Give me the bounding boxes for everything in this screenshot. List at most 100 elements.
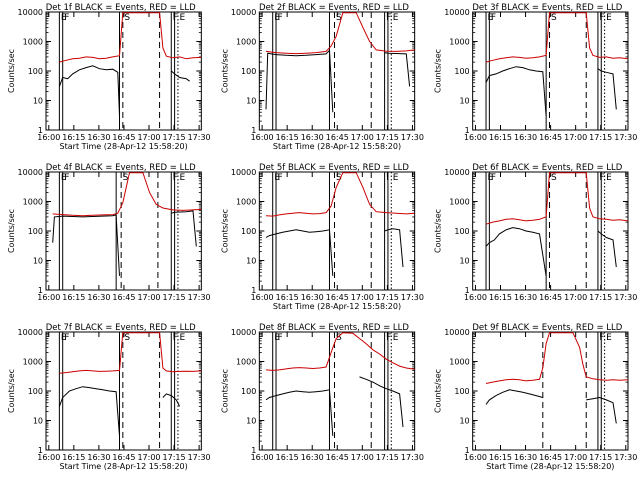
detector-panel: Det 8f BLACK = Events, RED = LLD 1 10 100 10… xyxy=(220,323,424,462)
event-marker-label: E xyxy=(606,173,612,183)
series-line-events xyxy=(52,214,120,276)
event-marker-label: F xyxy=(64,173,69,183)
series-line-events xyxy=(597,68,617,110)
event-marker-label: S xyxy=(336,333,342,343)
x-tick-label: 17:30 xyxy=(614,133,637,142)
detector-panel: Det 4f BLACK = Events, RED = LLD 1 10 100 10… xyxy=(7,163,211,302)
x-tick-label: 17:30 xyxy=(401,133,424,142)
detector-panel: Det 6f BLACK = Events, RED = LLD 1 10 100 10… xyxy=(434,163,638,302)
event-marker-label: F xyxy=(278,173,283,183)
y-tick-label: 10000 xyxy=(444,168,469,177)
y-tick-label: 1 xyxy=(465,286,470,295)
event-marker-label: S xyxy=(336,13,342,23)
y-tick-label: 10 xyxy=(33,257,43,266)
event-marker-label: S xyxy=(551,13,557,23)
x-axis-label: Start Time (28-Apr-12 15:58:20) xyxy=(60,462,188,471)
x-tick-label: 16:30 xyxy=(514,453,537,462)
event-marker-label: F xyxy=(599,173,604,183)
y-tick-label: 10000 xyxy=(444,328,469,337)
y-tick-label: 1000 xyxy=(23,358,43,367)
x-tick-label: 16:00 xyxy=(37,293,60,302)
event-marker-label: F xyxy=(278,13,283,23)
event-marker-label: S xyxy=(551,173,557,183)
y-tick-label: 10 xyxy=(33,417,43,426)
x-tick-label: 17:30 xyxy=(614,453,637,462)
y-tick-label: 1000 xyxy=(449,358,469,367)
y-tick-label: 10000 xyxy=(444,8,469,17)
panel-title: Det 2f BLACK = Events, RED = LLD xyxy=(259,3,409,13)
y-tick-label: 10000 xyxy=(18,8,43,17)
x-tick-label: 17:00 xyxy=(137,453,160,462)
series-line-events xyxy=(58,386,120,436)
y-tick-label: 100 xyxy=(241,227,256,236)
y-tick-label: 100 xyxy=(454,387,469,396)
y-tick-label: 1000 xyxy=(23,38,43,47)
x-axis-label: Start Time (28-Apr-12 15:58:20) xyxy=(273,142,401,151)
y-tick-label: 1 xyxy=(251,286,256,295)
x-tick-label: 17:15 xyxy=(376,133,399,142)
x-tick-label: 16:30 xyxy=(87,133,110,142)
panel-title: Det 5f BLACK = Events, RED = LLD xyxy=(259,163,409,173)
x-tick-label: 17:00 xyxy=(351,293,374,302)
detector-panel: Det 1f BLACK = Events, RED = LLD 1 10 100 10… xyxy=(7,3,211,151)
series-line-lld xyxy=(59,12,202,63)
event-marker-label: E xyxy=(61,333,67,343)
panel-title: Det 9f BLACK = Events, RED = LLD xyxy=(472,323,622,333)
event-marker-label: I xyxy=(386,173,389,183)
event-marker-label: S xyxy=(336,173,342,183)
y-tick-label: 1 xyxy=(38,446,43,455)
x-tick-label: 16:45 xyxy=(326,453,349,462)
series-line-events xyxy=(384,228,404,268)
x-tick-label: 16:30 xyxy=(301,453,324,462)
detector-panel: Det 2f BLACK = Events, RED = LLD 1 10 100 10… xyxy=(220,3,424,151)
y-tick-label: 1 xyxy=(251,126,256,135)
event-marker-label: F xyxy=(64,333,69,343)
y-tick-label: 10 xyxy=(459,257,469,266)
event-marker-label: F xyxy=(64,13,69,23)
x-tick-label: 17:15 xyxy=(589,293,612,302)
event-marker-label: E xyxy=(274,173,280,183)
panel-title: Det 4f BLACK = Events, RED = LLD xyxy=(46,163,196,173)
event-marker-label: F xyxy=(491,13,496,23)
panel-title: Det 7f BLACK = Events, RED = LLD xyxy=(46,323,196,333)
panel-title: Det 3f BLACK = Events, RED = LLD xyxy=(472,3,622,13)
x-tick-label: 17:00 xyxy=(351,453,374,462)
event-marker-label: S xyxy=(124,13,130,23)
x-tick-label: 17:30 xyxy=(401,293,424,302)
series-line-events xyxy=(170,70,190,82)
series-line-lld xyxy=(485,332,629,384)
event-marker-label: E xyxy=(179,13,185,23)
event-marker-label: E xyxy=(393,173,399,183)
event-marker-label: E xyxy=(61,13,67,23)
series-line-lld xyxy=(265,172,415,217)
y-tick-label: 1 xyxy=(465,126,470,135)
x-tick-label: 17:30 xyxy=(614,293,637,302)
x-tick-label: 16:00 xyxy=(464,133,487,142)
y-tick-label: 100 xyxy=(28,67,43,76)
series-line-lld xyxy=(485,12,629,63)
event-marker-label: F xyxy=(173,13,178,23)
x-tick-label: 17:00 xyxy=(351,133,374,142)
y-tick-label: 100 xyxy=(241,67,256,76)
y-tick-label: 1000 xyxy=(449,198,469,207)
x-axis-label: Start Time (28-Apr-12 15:58:20) xyxy=(486,462,614,471)
event-marker-label: F xyxy=(599,333,604,343)
series-line-events xyxy=(597,230,617,268)
event-marker-label: E xyxy=(488,13,494,23)
y-tick-label: 1 xyxy=(251,446,256,455)
series-line-events xyxy=(485,66,547,116)
x-tick-label: 16:45 xyxy=(326,293,349,302)
event-marker-label: E xyxy=(606,13,612,23)
panel-title: Det 1f BLACK = Events, RED = LLD xyxy=(46,3,196,13)
y-axis-label: Counts/sec xyxy=(220,369,229,413)
x-tick-label: 16:30 xyxy=(87,453,110,462)
x-tick-label: 16:45 xyxy=(326,133,349,142)
series-line-events xyxy=(384,52,411,87)
x-tick-label: 17:30 xyxy=(401,453,424,462)
y-tick-label: 10000 xyxy=(18,328,43,337)
x-tick-label: 16:15 xyxy=(276,293,299,302)
series-line-events xyxy=(359,376,404,428)
y-tick-label: 1 xyxy=(465,446,470,455)
event-marker-label: S xyxy=(123,173,129,183)
